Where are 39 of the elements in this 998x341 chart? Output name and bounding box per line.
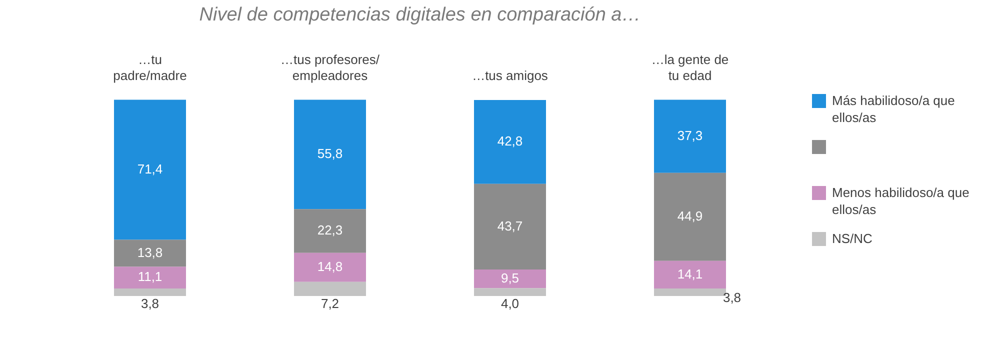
data-label: 3,8 (722, 290, 742, 306)
legend-label: Menos habilidoso/a que ellos/as (832, 184, 970, 218)
bar (294, 252, 366, 282)
bar (654, 172, 726, 261)
bar (114, 100, 186, 240)
data-label: 22,3 (317, 222, 343, 238)
x-tick-label: …tu padre/madre (113, 52, 187, 83)
data-label: 14,8 (317, 258, 343, 274)
bar (294, 282, 366, 296)
bar (474, 100, 546, 184)
data-label: 55,8 (317, 146, 343, 162)
bar (114, 240, 186, 267)
data-label: 13,8 (137, 244, 163, 260)
bar (474, 288, 546, 296)
data-label: 9,5 (500, 270, 520, 286)
data-label: 42,8 (497, 133, 523, 148)
data-label: 71,4 (137, 161, 163, 176)
bar (474, 184, 546, 270)
data-label: 43,7 (497, 218, 523, 234)
data-label: 11,1 (138, 269, 162, 284)
legend-label: NS/NC (832, 230, 872, 247)
bar (114, 266, 186, 289)
bar (294, 100, 366, 210)
bar (294, 209, 366, 253)
bar (114, 288, 186, 296)
data-label: 4,0 (500, 296, 520, 312)
bar (654, 260, 726, 289)
data-label: 3,8 (140, 296, 160, 312)
data-label: 37,3 (677, 128, 703, 143)
x-tick-label: …tus profesores/ empleadores (280, 52, 380, 83)
x-tick-label: …la gente de tu edad (651, 52, 729, 83)
chart-title: Nivel de competencias digitales en comparación a… (199, 4, 641, 26)
legend-label: Más habilidoso/a que ellos/as (832, 92, 956, 126)
data-label: 44,9 (677, 208, 703, 224)
x-tick-label: …tus amigos (472, 68, 548, 83)
data-label: 7,2 (320, 296, 340, 312)
bar (474, 270, 546, 288)
bar (654, 100, 726, 173)
data-label: 14,1 (677, 266, 703, 282)
